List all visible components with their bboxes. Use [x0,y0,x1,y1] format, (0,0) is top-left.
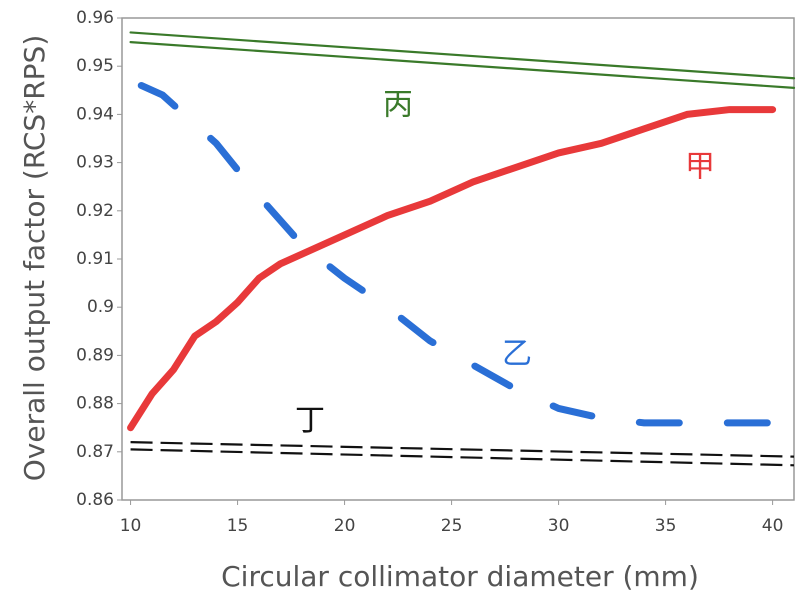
y-tick-label: 0.96 [76,8,114,28]
y-tick-label: 0.95 [76,56,114,76]
x-tick-label: 40 [762,516,784,536]
series-line [127,106,777,432]
series-label: 丙 [383,88,413,123]
series-line [130,448,795,467]
y-tick-label: 0.9 [87,297,114,317]
x-tick-label: 10 [120,516,142,536]
x-tick-label: 30 [548,516,570,536]
x-tick-label: 15 [227,516,249,536]
x-tick-label: 20 [334,516,356,536]
x-tick-label: 35 [655,516,677,536]
y-tick-label: 0.88 [76,394,114,414]
x-axis-title: Circular collimator diameter (mm) [221,560,699,593]
y-tick-label: 0.92 [76,201,114,221]
y-axis-title: Overall output factor (RCS*RPS) [18,35,51,482]
series-label: 丁 [295,404,325,439]
x-tick-label: 25 [441,516,463,536]
y-tick-label: 0.94 [76,104,114,124]
y-tick-label: 0.93 [76,153,114,173]
series-line [129,31,796,80]
y-tick-label: 0.91 [76,249,114,269]
series-label: 甲 [685,150,715,185]
y-tick-label: 0.87 [76,442,114,462]
series-line [137,81,777,427]
series-line [129,41,796,89]
series-line [130,441,795,458]
plot-frame [121,17,795,501]
y-tick-label: 0.89 [76,345,114,365]
series-label: 乙 [502,337,532,372]
y-tick-label: 0.86 [76,490,114,510]
